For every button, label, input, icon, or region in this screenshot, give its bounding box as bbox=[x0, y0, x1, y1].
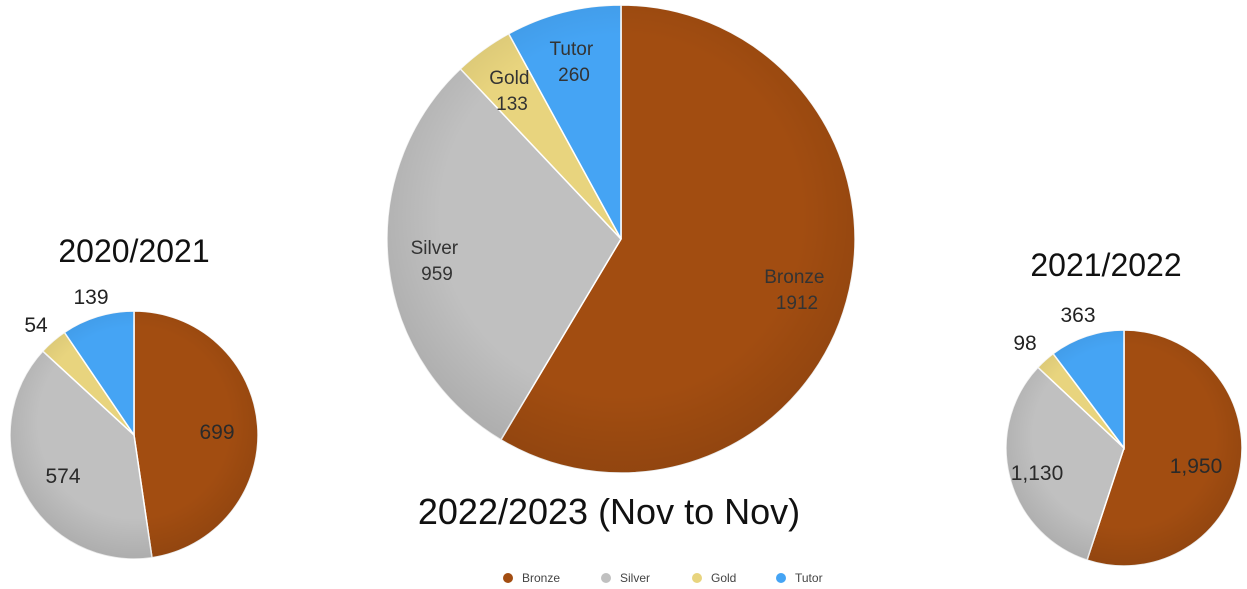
pie-chart-2020-2021: 2020/2021 699 574 54 139 bbox=[9, 233, 259, 560]
slice-name-tutor-2022-2023: Tutor bbox=[550, 39, 594, 60]
slice-label-silver-2022-2023: Silver 959 bbox=[411, 238, 464, 285]
legend-swatch-bronze bbox=[503, 573, 513, 583]
chart-title-2021-2022: 2021/2022 bbox=[1030, 247, 1181, 283]
slice-label-gold-2021-2022: 98 bbox=[1013, 332, 1036, 355]
pie-slices-2021-2022 bbox=[1005, 329, 1243, 567]
slice-value-bronze-2022-2023: 1912 bbox=[776, 293, 818, 314]
slice-label-gold-2020-2021: 54 bbox=[24, 314, 48, 337]
legend-swatch-gold bbox=[692, 573, 702, 583]
slice-name-silver-2022-2023: Silver bbox=[411, 238, 459, 259]
legend-swatch-silver bbox=[601, 573, 611, 583]
legend-label-bronze: Bronze bbox=[522, 571, 560, 585]
pie-shading-2022-2023 bbox=[387, 5, 855, 473]
slice-label-gold-2022-2023: Gold 133 bbox=[489, 68, 534, 115]
pie-slices-2020-2021 bbox=[9, 310, 259, 560]
pie-shading-2021-2022 bbox=[1006, 330, 1242, 566]
slice-name-gold-2022-2023: Gold bbox=[489, 68, 529, 89]
legend-swatch-tutor bbox=[776, 573, 786, 583]
slice-value-silver-2022-2023: 959 bbox=[421, 264, 453, 285]
slice-value-tutor-2022-2023: 260 bbox=[558, 65, 590, 86]
legend-label-tutor: Tutor bbox=[795, 571, 823, 585]
slice-label-bronze-2021-2022: 1,950 bbox=[1170, 455, 1223, 478]
pie-shading-2020-2021 bbox=[10, 311, 258, 559]
pie-slices-2022-2023 bbox=[386, 4, 856, 474]
slice-name-bronze-2022-2023: Bronze bbox=[764, 267, 824, 288]
legend-label-gold: Gold bbox=[711, 571, 736, 585]
chart-legend: Bronze Silver Gold Tutor bbox=[503, 571, 823, 585]
slice-label-silver-2021-2022: 1,130 bbox=[1011, 462, 1064, 485]
slice-value-gold-2022-2023: 133 bbox=[496, 94, 528, 115]
pie-chart-2021-2022: 2021/2022 1,950 1,130 98 363 bbox=[1005, 247, 1243, 567]
legend-label-silver: Silver bbox=[620, 571, 650, 585]
chart-title-2020-2021: 2020/2021 bbox=[58, 233, 209, 269]
slice-label-tutor-2022-2023: Tutor 260 bbox=[550, 39, 599, 86]
slice-label-bronze-2022-2023: Bronze 1912 bbox=[764, 267, 829, 314]
slice-label-silver-2020-2021: 574 bbox=[45, 465, 80, 488]
pie-chart-2022-2023: Bronze 1912 Silver 959 Gold 133 Tutor 26… bbox=[386, 4, 856, 532]
slice-label-tutor-2020-2021: 139 bbox=[73, 286, 108, 309]
chart-title-2022-2023: 2022/2023 (Nov to Nov) bbox=[418, 491, 800, 532]
slice-label-bronze-2020-2021: 699 bbox=[199, 421, 234, 444]
slice-label-tutor-2021-2022: 363 bbox=[1060, 304, 1095, 327]
